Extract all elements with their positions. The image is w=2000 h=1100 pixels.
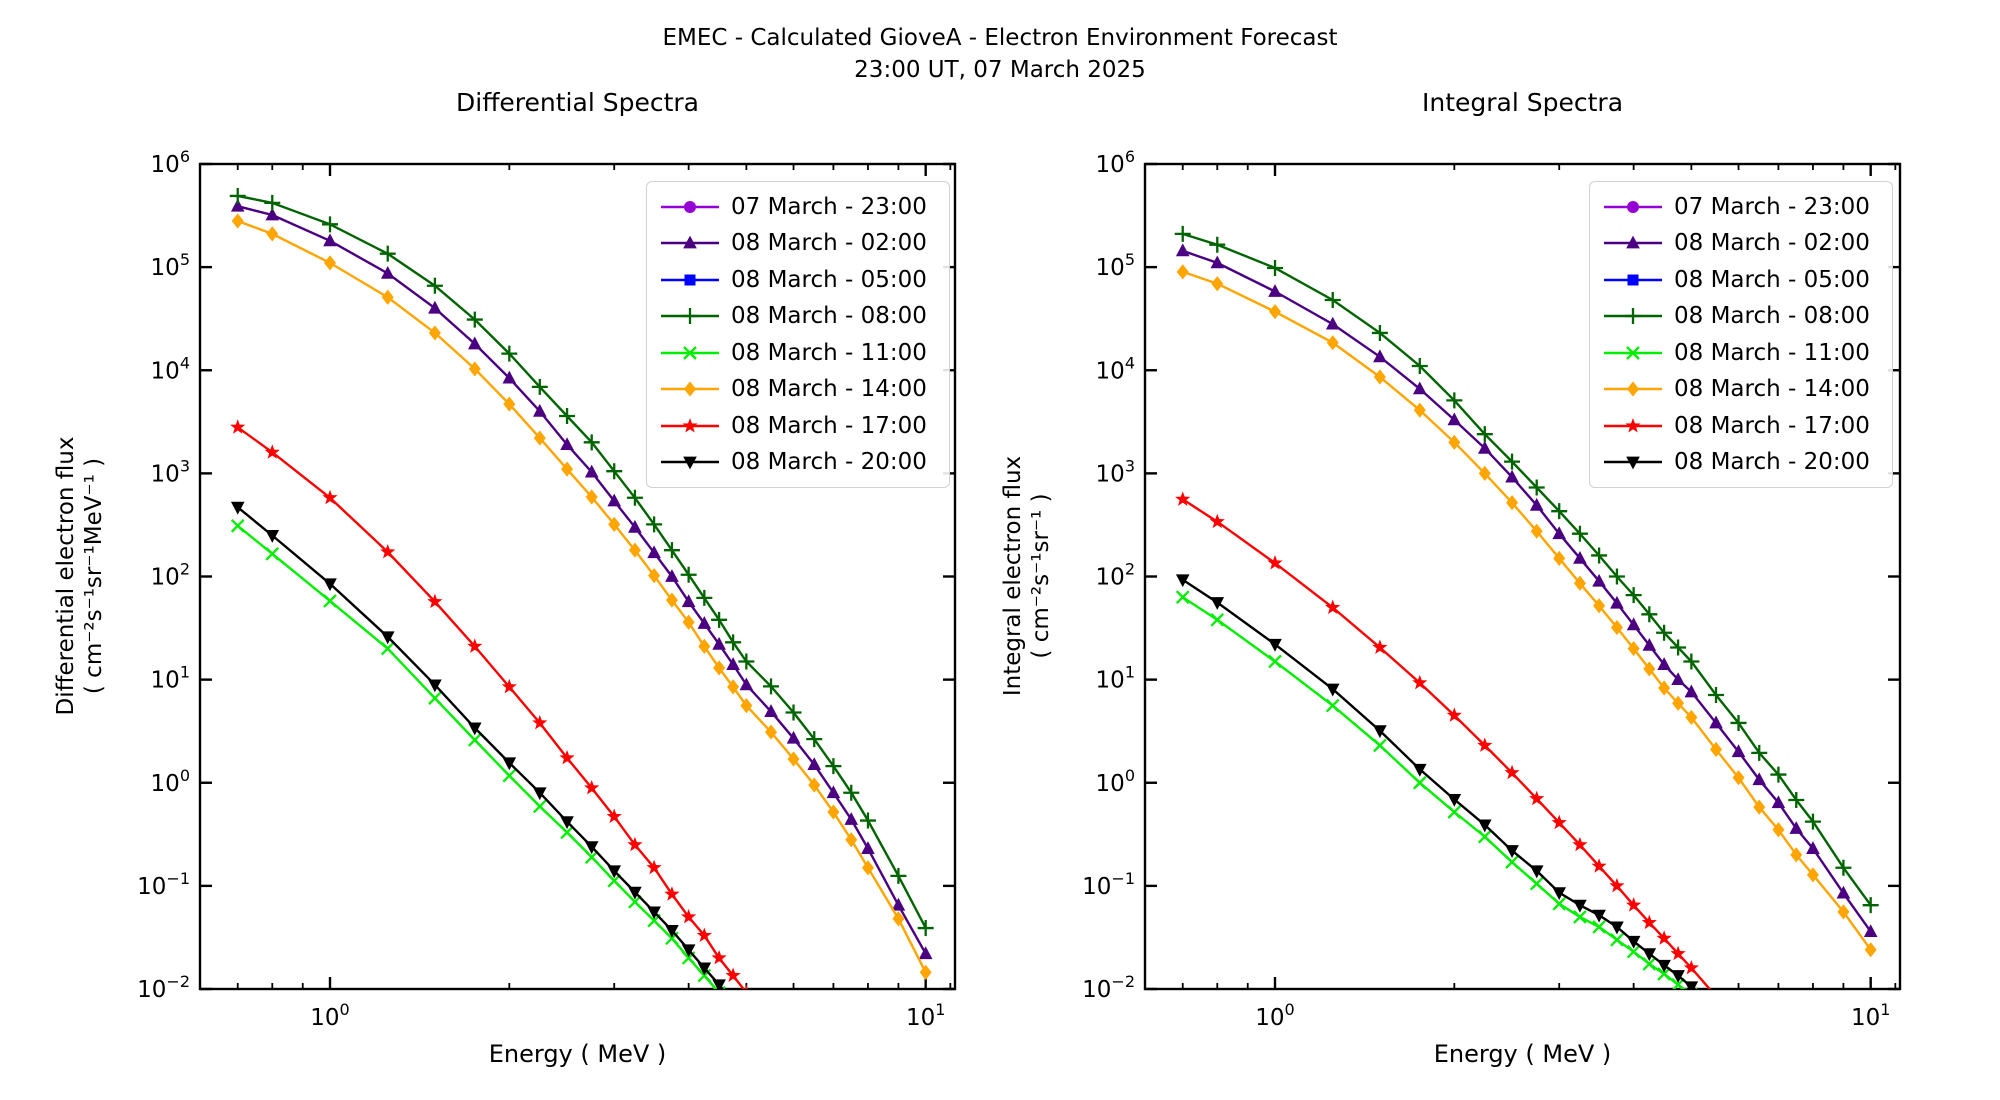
y-tick-label: 10−1 bbox=[1082, 869, 1135, 900]
y-tick-label: 102 bbox=[151, 560, 190, 591]
series-08-march-20-00 bbox=[1175, 574, 1699, 989]
y-tick-label: 10−1 bbox=[137, 869, 190, 900]
x-tick-label: 100 bbox=[310, 1000, 349, 1031]
y-tick-label: 101 bbox=[151, 663, 190, 694]
legend-item: 08 March - 17:00 bbox=[659, 410, 937, 441]
x-tick-label: 100 bbox=[1255, 1000, 1294, 1031]
legend-label: 08 March - 05:00 bbox=[731, 266, 927, 293]
legend-label: 08 March - 20:00 bbox=[1674, 449, 1870, 475]
diamond-marker-icon bbox=[661, 381, 719, 397]
legend-item: 08 March - 14:00 bbox=[659, 374, 937, 405]
series-08-march-08-00 bbox=[229, 187, 934, 937]
y-tick-label: 10−2 bbox=[137, 972, 190, 1003]
y-tick-label: 105 bbox=[151, 250, 190, 281]
x-axis-label-integral: Energy ( MeV ) bbox=[1433, 1040, 1612, 1068]
legend-item: 08 March - 20:00 bbox=[659, 447, 937, 478]
legend-label: 08 March - 17:00 bbox=[1674, 412, 1870, 439]
y-tick-label: 100 bbox=[1096, 766, 1135, 797]
y-tick-label: 100 bbox=[151, 766, 190, 797]
triangle-down-marker-icon bbox=[661, 456, 719, 470]
axes-integral: 100 101 10−2 10−1 100 101 102 103 104 105 106 bbox=[1082, 147, 1902, 1031]
legend-label: 07 March - 23:00 bbox=[731, 193, 927, 220]
plot-frame bbox=[198, 162, 957, 991]
y-tick-label: 101 bbox=[1096, 663, 1135, 694]
plus-marker-icon bbox=[1604, 308, 1662, 324]
y-tick-label: 106 bbox=[1096, 147, 1135, 178]
y-tick-label: 104 bbox=[151, 353, 190, 384]
series-08-march-11-00 bbox=[1175, 590, 1698, 989]
legend-item: 08 March - 08:00 bbox=[1602, 301, 1880, 332]
y-tick-label: 103 bbox=[1096, 456, 1135, 487]
panel-title-integral: Integral Spectra bbox=[1421, 88, 1624, 117]
series-08-march-14-00 bbox=[1176, 264, 1877, 958]
legend-item: 08 March - 11:00 bbox=[659, 337, 937, 368]
axes-differential: 100 101 10−2 10−1 100 101 102 103 104 105 106 bbox=[137, 147, 957, 1031]
x-tick-label: 101 bbox=[906, 1000, 945, 1031]
y-tick-label: 103 bbox=[151, 456, 190, 487]
legend-item: 08 March - 08:00 bbox=[659, 301, 937, 332]
legend-label: 08 March - 02:00 bbox=[731, 230, 927, 256]
series-08-march-02-00 bbox=[1175, 243, 1878, 938]
y-tick-label: 105 bbox=[1096, 250, 1135, 281]
plot-frame bbox=[1143, 162, 1902, 991]
square-marker-icon bbox=[1604, 274, 1662, 285]
legend-label: 08 March - 14:00 bbox=[731, 376, 927, 402]
y-tick-label: 102 bbox=[1096, 560, 1135, 591]
legend-item: 08 March - 17:00 bbox=[1602, 410, 1880, 441]
legend-label: 07 March - 23:00 bbox=[1674, 193, 1870, 220]
x-marker-icon bbox=[1604, 345, 1662, 360]
plus-marker-icon bbox=[661, 308, 719, 324]
legend-item: 08 March - 02:00 bbox=[659, 228, 937, 259]
y-tick-label: 104 bbox=[1096, 353, 1135, 384]
figure-title-line2: 23:00 UT, 07 March 2025 bbox=[854, 57, 1146, 83]
legend-item: 08 March - 05:00 bbox=[659, 264, 937, 295]
circle-marker-icon bbox=[661, 200, 719, 213]
legend-label: 08 March - 14:00 bbox=[1674, 376, 1870, 402]
series-08-march-14-00 bbox=[231, 213, 932, 980]
triangle-down-marker-icon bbox=[1604, 456, 1662, 470]
legend-item: 07 March - 23:00 bbox=[1602, 191, 1880, 222]
legend-item: 08 March - 20:00 bbox=[1602, 447, 1880, 478]
legend-label: 08 March - 11:00 bbox=[731, 339, 927, 366]
legend-item: 07 March - 23:00 bbox=[659, 191, 937, 222]
panel-title-differential: Differential Spectra bbox=[456, 88, 699, 117]
series-08-march-08-00 bbox=[1174, 225, 1879, 914]
legend-item: 08 March - 14:00 bbox=[1602, 374, 1880, 405]
legend-label: 08 March - 20:00 bbox=[731, 449, 927, 475]
diamond-marker-icon bbox=[1604, 381, 1662, 397]
legend-label: 08 March - 11:00 bbox=[1674, 339, 1870, 366]
star-marker-icon bbox=[1604, 417, 1662, 432]
legend-label: 08 March - 08:00 bbox=[1674, 303, 1870, 329]
series-08-march-17-00 bbox=[230, 419, 748, 989]
legend-differential: 07 March - 23:00 08 March - 02:00 08 March… bbox=[646, 181, 950, 488]
triangle-up-marker-icon bbox=[1604, 235, 1662, 249]
legend-item: 08 March - 02:00 bbox=[1602, 228, 1880, 259]
square-marker-icon bbox=[661, 274, 719, 285]
x-marker-icon bbox=[661, 345, 719, 360]
series-08-march-02-00 bbox=[230, 198, 933, 960]
star-marker-icon bbox=[661, 417, 719, 432]
legend-label: 08 March - 05:00 bbox=[1674, 266, 1870, 293]
y-axis-label-integral: Integral electron flux ( cm⁻²s⁻¹sr⁻¹ ) bbox=[1000, 455, 1054, 697]
circle-marker-icon bbox=[1604, 200, 1662, 213]
triangle-up-marker-icon bbox=[661, 235, 719, 249]
series-08-march-11-00 bbox=[230, 519, 726, 989]
figure-title-line1: EMEC - Calculated GioveA - Electron Envi… bbox=[662, 25, 1338, 51]
series-08-march-17-00 bbox=[1175, 491, 1717, 989]
x-axis-label-differential: Energy ( MeV ) bbox=[488, 1040, 667, 1068]
legend-item: 08 March - 11:00 bbox=[1602, 337, 1880, 368]
series-08-march-20-00 bbox=[230, 501, 726, 989]
legend-label: 08 March - 02:00 bbox=[1674, 230, 1870, 256]
x-tick-label: 101 bbox=[1851, 1000, 1890, 1031]
y-axis-label-differential: Differential electron flux ( cm⁻²s⁻¹sr⁻¹… bbox=[53, 436, 107, 716]
y-tick-label: 106 bbox=[151, 147, 190, 178]
y-tick-label: 10−2 bbox=[1082, 972, 1135, 1003]
legend-integral: 07 March - 23:00 08 March - 02:00 08 March… bbox=[1589, 181, 1893, 488]
legend-label: 08 March - 17:00 bbox=[731, 412, 927, 439]
legend-label: 08 March - 08:00 bbox=[731, 303, 927, 329]
legend-item: 08 March - 05:00 bbox=[1602, 264, 1880, 295]
